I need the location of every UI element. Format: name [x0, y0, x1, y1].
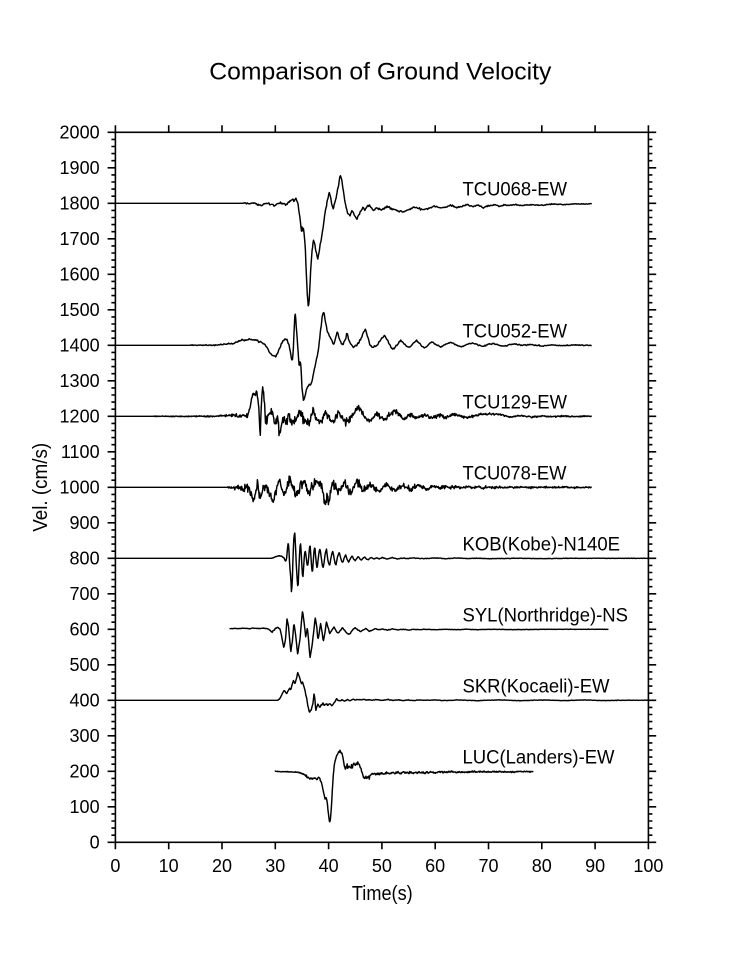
- svg-text:1100: 1100: [61, 442, 100, 462]
- svg-text:1200: 1200: [60, 407, 100, 427]
- svg-text:60: 60: [425, 856, 445, 876]
- svg-text:1400: 1400: [60, 336, 100, 356]
- svg-text:40: 40: [319, 856, 339, 876]
- svg-text:200: 200: [70, 762, 100, 782]
- svg-text:90: 90: [585, 856, 605, 876]
- svg-text:TCU078-EW: TCU078-EW: [463, 462, 567, 484]
- svg-text:1900: 1900: [60, 158, 100, 178]
- svg-text:2000: 2000: [60, 123, 100, 143]
- svg-text:LUC(Landers)-EW: LUC(Landers)-EW: [463, 746, 615, 768]
- svg-text:1800: 1800: [60, 194, 100, 214]
- svg-text:Comparison of Ground Velocity: Comparison of Ground Velocity: [209, 59, 551, 86]
- svg-text:SYL(Northridge)-NS: SYL(Northridge)-NS: [463, 604, 629, 626]
- svg-text:20: 20: [212, 856, 232, 876]
- svg-text:50: 50: [372, 856, 392, 876]
- svg-text:TCU129-EW: TCU129-EW: [463, 391, 568, 413]
- svg-text:1500: 1500: [60, 300, 100, 320]
- svg-text:SKR(Kocaeli)-EW: SKR(Kocaeli)-EW: [463, 675, 610, 697]
- svg-text:1300: 1300: [60, 371, 100, 391]
- svg-text:TCU052-EW: TCU052-EW: [463, 320, 568, 342]
- svg-text:400: 400: [70, 691, 100, 711]
- svg-text:100: 100: [70, 797, 100, 817]
- svg-text:800: 800: [70, 549, 100, 569]
- svg-text:300: 300: [70, 726, 100, 746]
- svg-text:0: 0: [110, 856, 120, 876]
- svg-text:TCU068-EW: TCU068-EW: [463, 178, 568, 200]
- svg-text:900: 900: [70, 513, 100, 533]
- svg-text:80: 80: [532, 856, 552, 876]
- svg-text:1600: 1600: [60, 265, 100, 285]
- svg-text:30: 30: [265, 856, 285, 876]
- svg-text:600: 600: [70, 620, 100, 640]
- svg-text:700: 700: [70, 584, 100, 604]
- svg-text:0: 0: [90, 833, 100, 853]
- svg-text:Vel. (cm/s): Vel. (cm/s): [29, 443, 52, 532]
- svg-text:1000: 1000: [60, 478, 100, 498]
- svg-text:10: 10: [159, 856, 179, 876]
- svg-text:1700: 1700: [60, 229, 100, 249]
- svg-text:KOB(Kobe)-N140E: KOB(Kobe)-N140E: [463, 533, 621, 555]
- svg-text:500: 500: [70, 655, 100, 675]
- svg-text:70: 70: [478, 856, 498, 876]
- svg-text:100: 100: [633, 856, 663, 876]
- svg-text:Time(s): Time(s): [352, 883, 413, 905]
